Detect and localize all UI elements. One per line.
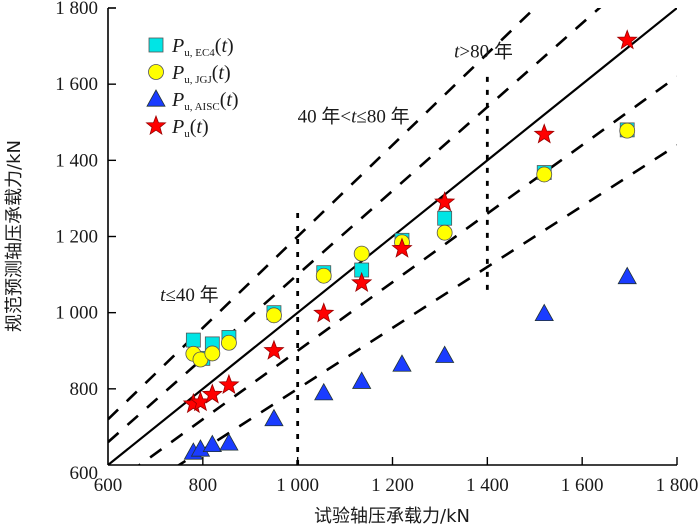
circle-point bbox=[221, 334, 237, 351]
circle-point bbox=[436, 224, 453, 241]
star-point bbox=[263, 339, 285, 360]
triangle-point bbox=[434, 345, 455, 363]
star-point bbox=[616, 29, 638, 50]
star-point bbox=[218, 373, 240, 395]
y-tick-label: 1 400 bbox=[55, 150, 98, 171]
annotation: t≤40 年 bbox=[160, 284, 218, 306]
series-square bbox=[185, 122, 635, 366]
legend: Pu, EC4(t) Pu, JGJ(t) Pu, AISC(t) Pu(t) bbox=[145, 35, 239, 140]
reference-line bbox=[108, 8, 602, 444]
triangle-point bbox=[534, 303, 554, 322]
annotations: t≤40 年 40 年<t≤80 年 t>80 年 bbox=[160, 41, 513, 307]
series-circle bbox=[185, 122, 636, 368]
triangle-point bbox=[202, 434, 222, 453]
series-star bbox=[182, 29, 638, 414]
reference-line bbox=[137, 75, 677, 465]
triangle-point bbox=[314, 382, 334, 401]
circle-point bbox=[536, 166, 553, 183]
y-tick-label: 1 200 bbox=[55, 227, 98, 248]
star-point bbox=[351, 271, 373, 292]
x-tick-label: 1 200 bbox=[371, 475, 414, 496]
axes: 600 800 1 000 1 200 1 400 1 600 1 800 600 800 1 0… bbox=[55, 0, 698, 496]
legend-square-icon bbox=[148, 37, 164, 53]
star-point bbox=[533, 123, 555, 144]
circle-point bbox=[619, 122, 636, 139]
reference-line bbox=[108, 8, 537, 421]
legend-circle-icon bbox=[148, 64, 164, 80]
legend-item: Pu, JGJ(t) bbox=[148, 62, 231, 86]
x-tick-label: 1 600 bbox=[561, 475, 604, 496]
y-tick-label: 600 bbox=[70, 463, 99, 484]
legend-label: Pu, JGJ(t) bbox=[171, 62, 231, 86]
annotation: 40 年<t≤80 年 bbox=[298, 105, 410, 127]
data-points bbox=[182, 29, 638, 460]
annotation: t>80 年 bbox=[454, 41, 513, 63]
series-triangle bbox=[183, 266, 637, 460]
star-point bbox=[434, 191, 456, 212]
x-tick-label: 1 800 bbox=[656, 475, 699, 496]
x-tick-label: 1 000 bbox=[276, 475, 319, 496]
legend-star-icon bbox=[145, 114, 167, 136]
triangle-point bbox=[264, 408, 284, 427]
reference-line bbox=[108, 8, 677, 465]
triangle-point bbox=[351, 371, 372, 389]
triangle-point bbox=[392, 354, 412, 372]
triangle-point bbox=[219, 433, 239, 451]
x-tick-label: 600 bbox=[94, 475, 123, 496]
y-axis-title: 规范预测轴压承载力/kN bbox=[4, 140, 25, 332]
star-point bbox=[313, 302, 335, 323]
circle-point bbox=[315, 267, 332, 284]
star-point bbox=[391, 237, 413, 258]
x-tick-label: 1 400 bbox=[466, 475, 509, 496]
legend-triangle-icon bbox=[146, 89, 166, 107]
y-tick-label: 1 000 bbox=[55, 303, 98, 324]
legend-item: Pu(t) bbox=[145, 114, 209, 140]
circle-point bbox=[353, 245, 370, 262]
x-axis-title: 试验轴压承载力/kN bbox=[314, 506, 470, 527]
region-dividers bbox=[296, 68, 489, 465]
square-point bbox=[437, 210, 453, 226]
x-tick-label: 800 bbox=[189, 475, 218, 496]
legend-label: Pu, EC4(t) bbox=[171, 35, 234, 59]
legend-item: Pu, EC4(t) bbox=[148, 35, 234, 59]
y-tick-label: 1 600 bbox=[55, 74, 98, 95]
star-point bbox=[201, 383, 223, 404]
y-tick-label: 1 800 bbox=[55, 0, 98, 19]
circle-point bbox=[266, 307, 282, 324]
legend-item: Pu, AISC(t) bbox=[146, 89, 239, 113]
circle-point bbox=[204, 345, 221, 362]
y-tick-label: 800 bbox=[70, 379, 99, 400]
legend-label: Pu(t) bbox=[171, 116, 209, 140]
legend-label: Pu, AISC(t) bbox=[171, 89, 239, 113]
square-point bbox=[185, 332, 201, 348]
triangle-point bbox=[617, 266, 637, 285]
